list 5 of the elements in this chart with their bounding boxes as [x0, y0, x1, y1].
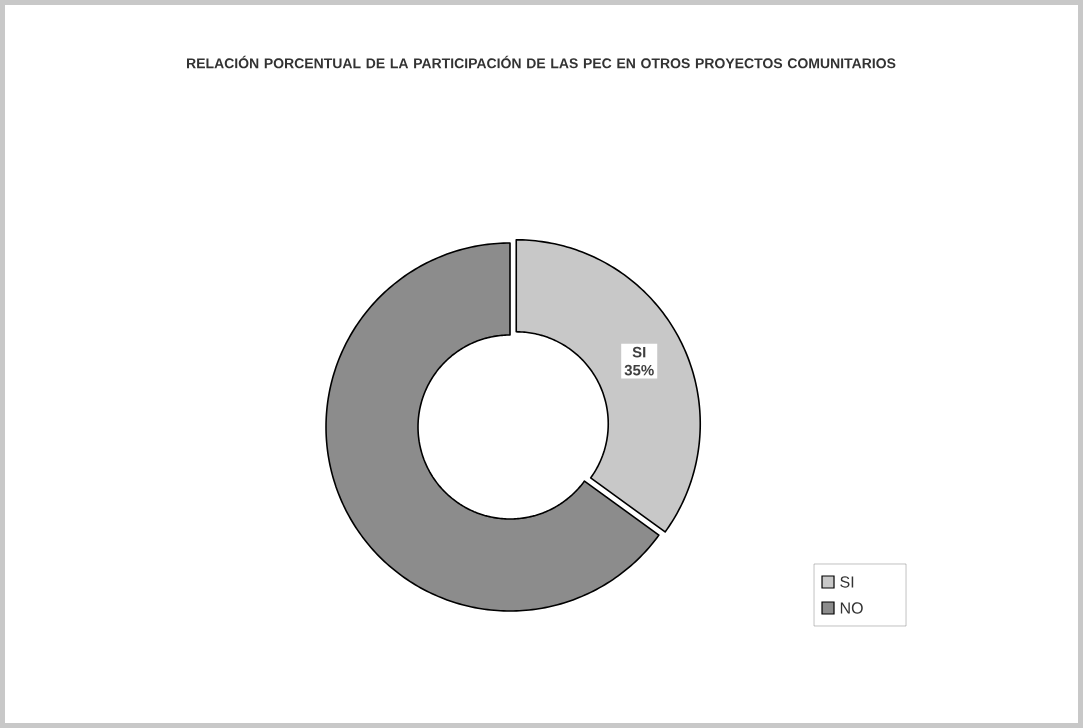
- legend-label: NO: [840, 602, 863, 614]
- slice-label: SI: [632, 346, 646, 358]
- data-label: 35%: [624, 364, 654, 376]
- chart-title: RELACIÓN PORCENTUAL DE LA PARTICIPACIÓN DE LAS PEC EN OTROS PROYECTOS COMUNITARIOS: [187, 55, 896, 69]
- legend-label: SI: [840, 576, 854, 588]
